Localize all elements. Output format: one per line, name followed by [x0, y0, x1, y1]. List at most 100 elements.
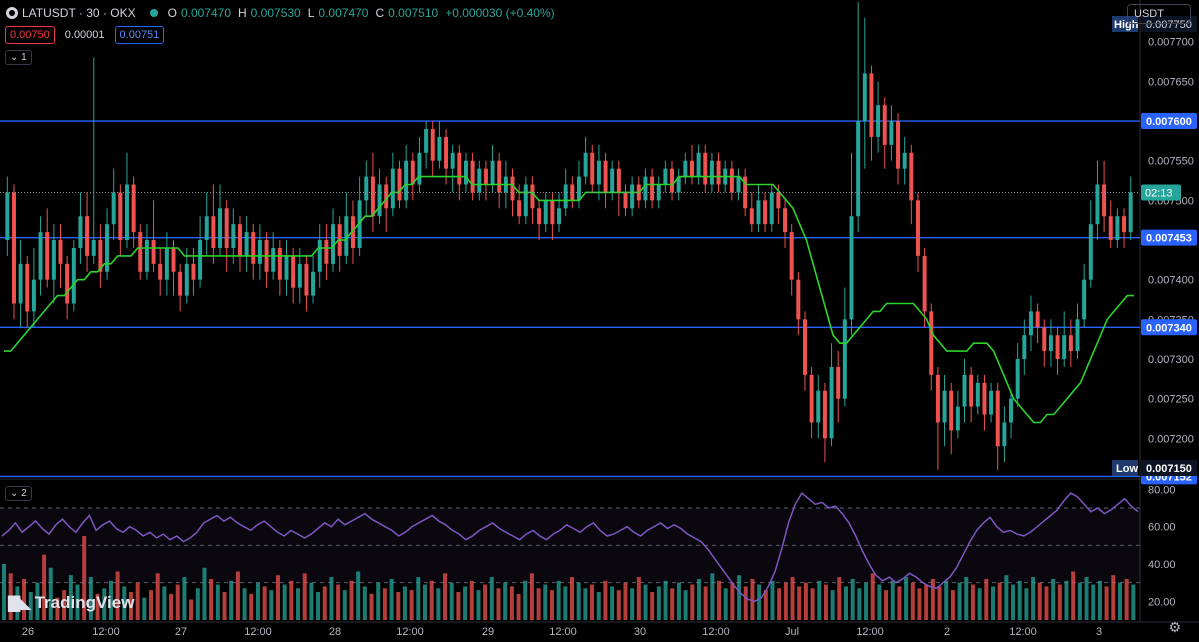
volume-bar [563, 586, 568, 620]
volume-bar [837, 577, 842, 620]
time-tick-label: 12:00 [92, 626, 120, 638]
volume-bar [990, 586, 995, 620]
time-tick-label: 26 [22, 626, 34, 638]
candle-body [849, 216, 854, 320]
volume-bar [382, 588, 387, 620]
volume-bar [1097, 580, 1102, 620]
volume-bar [456, 592, 461, 620]
volume-bar [215, 584, 220, 620]
volume-bar [1084, 577, 1089, 620]
volume-bar [416, 577, 421, 620]
candle-body [470, 160, 475, 193]
volume-bar [576, 582, 581, 620]
candle-body [450, 152, 455, 169]
volume-bar [102, 588, 107, 620]
volume-bar [189, 599, 194, 620]
time-tick-label: 12:00 [856, 626, 884, 638]
volume-bar [797, 586, 802, 620]
price-tick-label: 0.007650 [1148, 76, 1194, 88]
volume-bar [636, 577, 641, 620]
volume-bar [610, 586, 615, 620]
indicator-pane-toggle[interactable]: ⌄ 2 [5, 486, 32, 501]
candle-body [955, 406, 960, 431]
level-price-badge [1141, 229, 1197, 246]
volume-bar [1117, 582, 1122, 620]
volume-bar [643, 584, 648, 620]
low-label: Low [1116, 463, 1138, 475]
level-price-badge [1141, 319, 1197, 336]
volume-bar [690, 584, 695, 620]
time-tick-label: 30 [634, 626, 646, 638]
high-value-badge [1141, 16, 1197, 32]
volume-bar [583, 588, 588, 620]
volume-bar [429, 580, 434, 620]
symbol-header: LATUSDT · 30 · OKX O 0.007470 H 0.007530 L… [6, 6, 558, 20]
candle-body [989, 390, 994, 415]
volume-bar [496, 588, 501, 620]
volume-bar [8, 573, 13, 620]
volume-bar [329, 577, 334, 620]
volume-bar [55, 597, 60, 620]
candle-body [331, 224, 336, 264]
time-axis[interactable]: 26 12:00 27 12:00 28 12:00 29 12:00 30 12:00 Jul 12… [22, 626, 1102, 638]
volume-bar [356, 571, 361, 620]
candle-body [65, 263, 70, 304]
candle-body [510, 176, 515, 201]
candle-body [457, 152, 462, 185]
candle-body [357, 200, 362, 248]
candle-body [178, 271, 183, 296]
candle-body [277, 247, 282, 280]
volume-bar [536, 588, 541, 620]
volume-bar [422, 584, 427, 620]
candle-body [85, 216, 90, 256]
volume-bar [516, 593, 521, 620]
volume-bar [316, 592, 321, 620]
countdown-badge [1141, 184, 1181, 201]
candle-body [31, 279, 36, 312]
candle-body [703, 152, 708, 185]
currency-select[interactable]: USDT [1127, 4, 1191, 24]
price-tick-label: 0.007700 [1148, 37, 1194, 49]
candle-body [350, 216, 355, 248]
volume-bar [282, 584, 287, 620]
volume-bar [1131, 584, 1136, 620]
open-label: O [167, 6, 177, 20]
indicator-tick-label: 60.00 [1148, 522, 1176, 534]
symbol-title[interactable]: LATUSDT · 30 · OKX [22, 6, 136, 20]
candle-body [1088, 224, 1093, 280]
candle-body [543, 200, 548, 225]
volume-bar [683, 590, 688, 620]
gear-icon[interactable]: ⚙ [1168, 619, 1181, 635]
candle-body [463, 160, 468, 185]
volume-bar [15, 586, 20, 620]
volume-bar [596, 592, 601, 620]
candle-body [876, 105, 881, 137]
sell-price-button[interactable]: 0.00750 [5, 26, 55, 44]
volume-bar [556, 580, 561, 620]
candle-body [1122, 216, 1127, 233]
candle-body [802, 319, 807, 375]
price-tick-label: 0.007250 [1148, 394, 1194, 406]
candle-body [603, 160, 608, 193]
time-tick-label: 12:00 [244, 626, 272, 638]
candle-body [124, 184, 129, 241]
market-open-icon [149, 9, 158, 17]
candle-body [517, 200, 522, 217]
candle-body [530, 184, 535, 209]
candle-body [643, 176, 648, 201]
candle-body [370, 176, 375, 217]
indicator-pane-count: 2 [21, 488, 27, 499]
volume-bar [717, 580, 722, 620]
candle-body [557, 208, 562, 225]
low-label: L [307, 6, 315, 20]
price-axis[interactable]: 0.0077000.0076500.0075500.0075000.007400… [1112, 16, 1197, 608]
main-pane-toggle[interactable]: ⌄ 1 [5, 50, 32, 65]
candle-body [91, 240, 96, 256]
buy-price-button[interactable]: 0.00751 [114, 26, 165, 44]
candle-body [962, 374, 967, 407]
tradingview-watermark: ▇◣ TradingView [8, 593, 134, 613]
volume-bar [88, 577, 93, 620]
high-badge [1112, 16, 1138, 32]
volume-bar [696, 578, 701, 620]
